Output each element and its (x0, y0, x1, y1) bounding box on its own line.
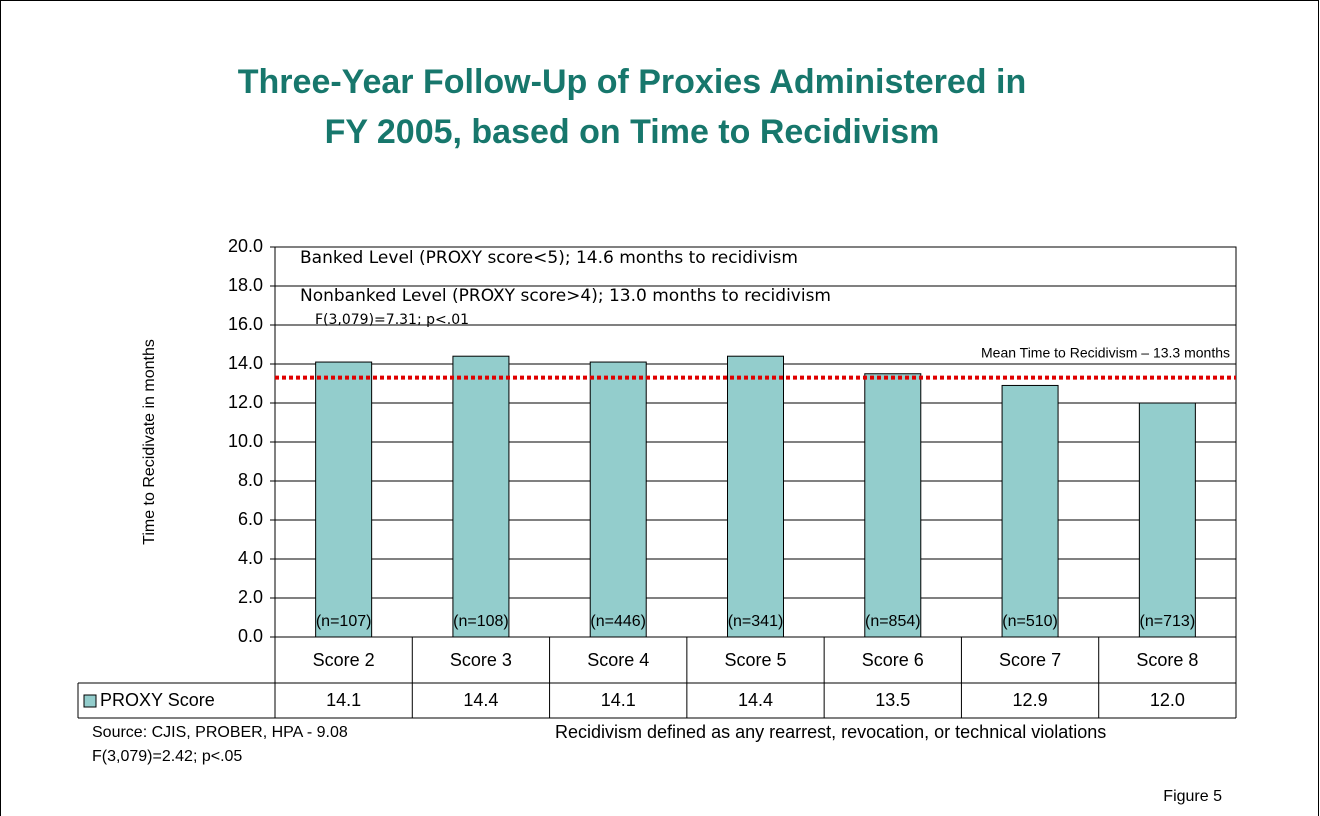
value-label: 13.5 (875, 690, 910, 710)
bar (315, 361, 373, 638)
y-tick-label: 16.0 (228, 314, 263, 334)
stat-note: F(3,079)=2.42; p<.05 (92, 748, 242, 765)
value-label: 12.9 (1013, 690, 1048, 710)
y-tick-label: 8.0 (238, 470, 263, 490)
bar (1001, 384, 1059, 638)
y-tick-label: 12.0 (228, 392, 263, 412)
n-label: (n=510) (1002, 613, 1058, 630)
value-label: 14.1 (326, 690, 361, 710)
bar (727, 355, 784, 638)
x-tick-label: Score 6 (862, 650, 924, 670)
y-tick-label: 6.0 (238, 509, 263, 529)
bar (1138, 402, 1196, 638)
legend-swatch (83, 694, 97, 708)
legend-label: PROXY Score (100, 690, 215, 710)
x-tick-label: Score 2 (313, 650, 375, 670)
value-label: 14.4 (738, 690, 773, 710)
chart-title: FY 2005, based on Time to Recidivism (325, 113, 940, 151)
y-tick-label: 14.0 (228, 353, 263, 373)
n-label: (n=341) (728, 613, 784, 630)
x-tick-label: Score 8 (1136, 650, 1198, 670)
annotation: Banked Level (PROXY score<5); 14.6 month… (300, 248, 798, 268)
n-label: (n=854) (865, 613, 921, 630)
x-tick-label: Score 5 (724, 650, 786, 670)
annotation: F(3,079)=7.31; p<.01 (315, 312, 469, 328)
y-tick-label: 20.0 (228, 236, 263, 256)
definition: Recidivism defined as any rearrest, revo… (555, 722, 1106, 742)
value-label: 12.0 (1150, 690, 1185, 710)
figure-label: Figure 5 (1163, 788, 1222, 805)
x-tick-label: Score 3 (450, 650, 512, 670)
y-tick-label: 18.0 (228, 275, 263, 295)
x-tick-label: Score 4 (587, 650, 649, 670)
bar (589, 361, 647, 638)
y-tick-label: 10.0 (228, 431, 263, 451)
value-label: 14.4 (463, 690, 498, 710)
y-tick-label: 4.0 (238, 548, 263, 568)
n-label: (n=446) (590, 613, 646, 630)
y-tick-label: 0.0 (238, 626, 263, 646)
chart-title: Three-Year Follow-Up of Proxies Administ… (238, 63, 1026, 101)
value-label: 14.1 (601, 690, 636, 710)
n-label: (n=713) (1140, 613, 1196, 630)
y-tick-label: 2.0 (238, 587, 263, 607)
n-label: (n=108) (453, 613, 509, 630)
annotation: Nonbanked Level (PROXY score>4); 13.0 mo… (300, 286, 831, 306)
y-axis-label: Time to Recidivate in months (141, 339, 158, 545)
x-tick-label: Score 7 (999, 650, 1061, 670)
reference-label: Mean Time to Recidivism – 13.3 months (981, 345, 1230, 361)
bar (452, 355, 510, 638)
bar (864, 373, 922, 638)
source: Source: CJIS, PROBER, HPA - 9.08 (92, 724, 348, 741)
n-label: (n=107) (316, 613, 372, 630)
